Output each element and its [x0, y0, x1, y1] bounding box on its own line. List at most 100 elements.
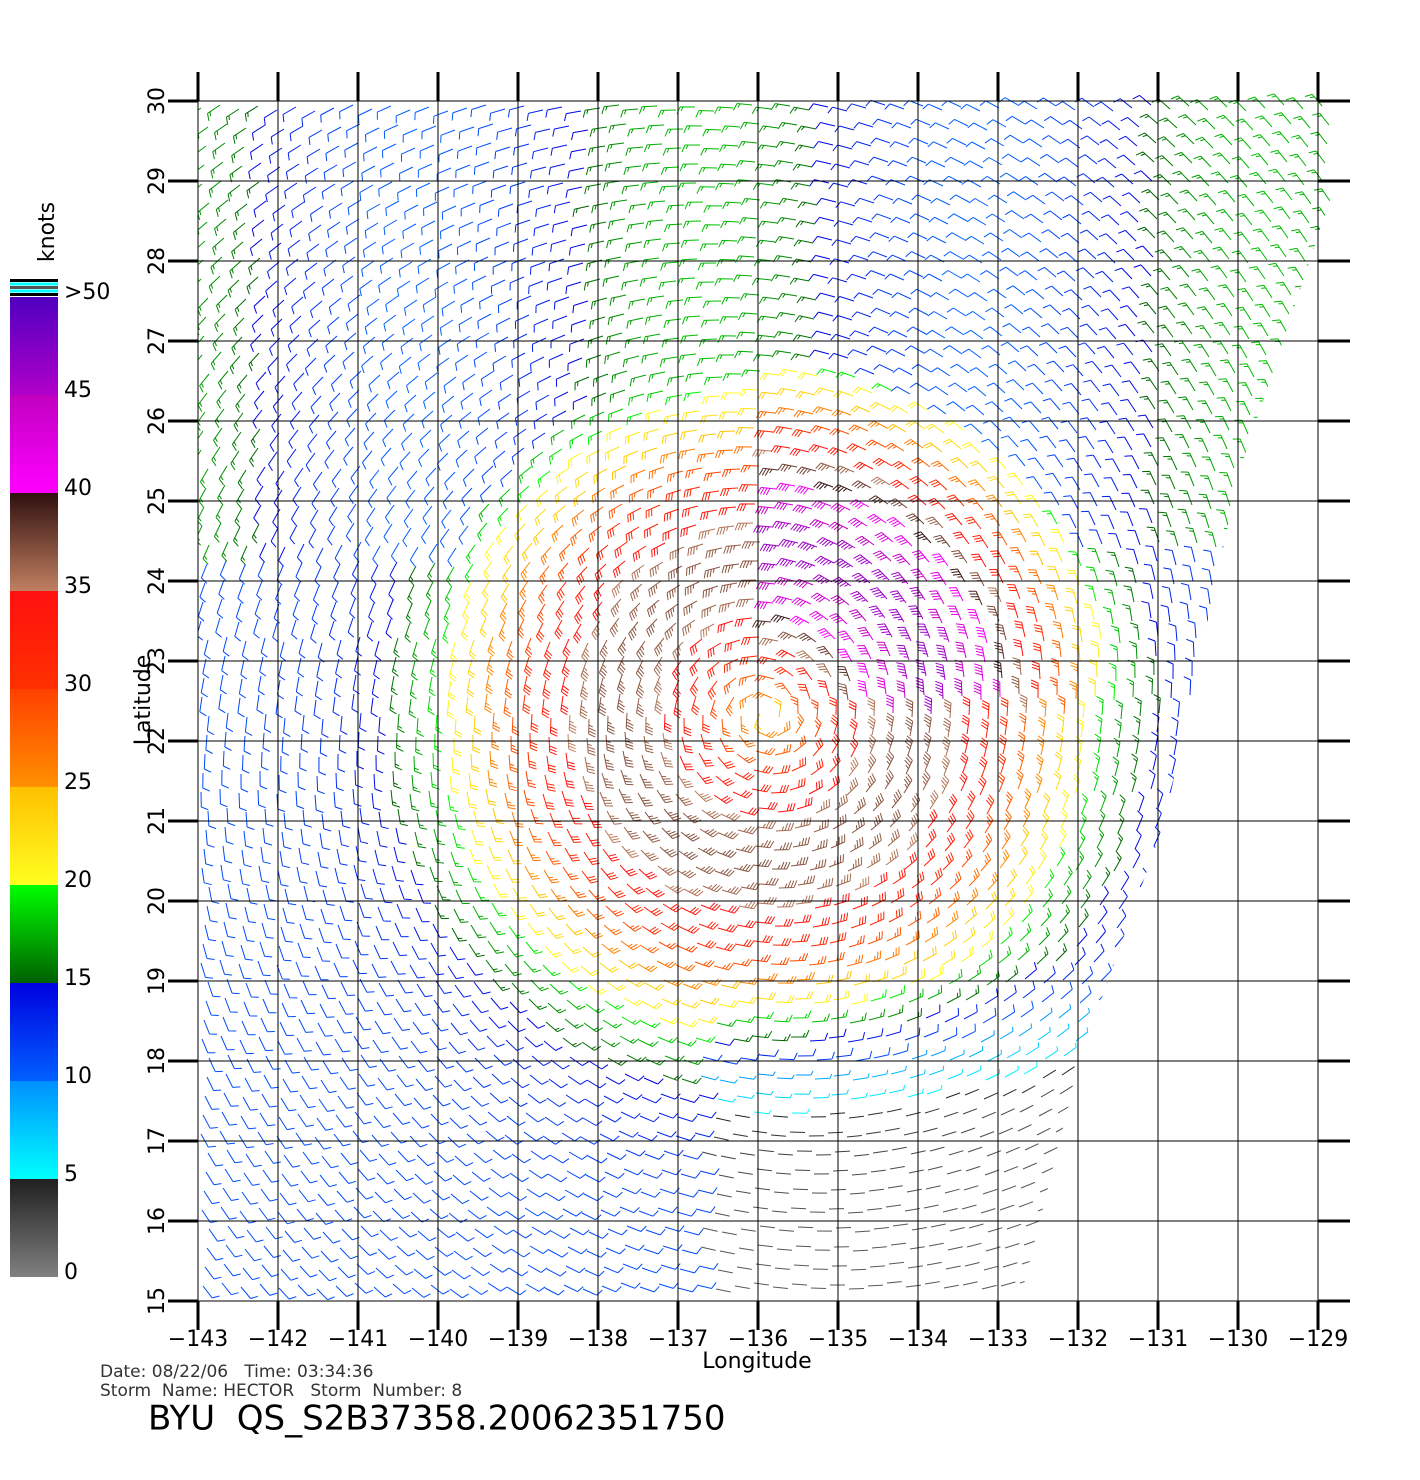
wind-barb [621, 845, 640, 859]
wind-barb [942, 736, 951, 757]
wind-barb [1154, 343, 1172, 357]
wind-barb [536, 603, 546, 624]
wind-barb [886, 254, 907, 262]
wind-barb [1112, 756, 1120, 777]
wind-barb [904, 735, 914, 756]
wind-barb [244, 1077, 260, 1092]
wind-barb [1063, 289, 1083, 301]
wind-barb [587, 984, 607, 995]
wind-barb [451, 107, 468, 121]
wind-barb [1083, 379, 1101, 393]
wind-barb [200, 563, 208, 584]
wind-barb [383, 124, 399, 139]
wind-barb [1114, 718, 1122, 739]
wind-barb [1214, 415, 1230, 431]
wind-barb [644, 811, 662, 825]
wind-barb [907, 1265, 923, 1269]
wind-barb [402, 128, 418, 143]
wind-barb [771, 1210, 787, 1213]
wind-barb [1316, 451, 1330, 468]
wind-barb [1300, 773, 1308, 794]
wind-barb [1062, 1143, 1077, 1152]
wind-barb [1219, 472, 1233, 488]
wind-barb [242, 754, 250, 774]
wind-barb [885, 848, 899, 866]
wind-barb [791, 429, 812, 438]
wind-barb [960, 273, 981, 283]
wind-barb [1188, 942, 1199, 962]
wind-barb [225, 1073, 241, 1088]
wind-barb [434, 186, 450, 201]
wind-barb [1061, 885, 1072, 905]
wind-barb [550, 239, 567, 252]
wind-barb [999, 849, 1010, 869]
wind-barb [543, 660, 552, 681]
wind-barb [924, 1108, 940, 1114]
wind-barb [488, 1016, 507, 1029]
wind-barb [985, 307, 1005, 318]
wind-barb [399, 451, 411, 471]
wind-barb [592, 601, 603, 621]
wind-barb [812, 406, 833, 414]
wind-barb [682, 220, 702, 229]
wind-barb [1302, 944, 1312, 965]
wind-barb [516, 295, 532, 310]
wind-barb [1266, 924, 1276, 945]
wind-barb [297, 657, 305, 678]
wind-barb [701, 978, 722, 986]
wind-barb [1183, 676, 1192, 696]
wind-barb [1092, 771, 1099, 792]
wind-barb [421, 125, 437, 140]
wind-barb [889, 311, 910, 319]
wind-barb [1132, 1024, 1145, 1040]
wind-barb [772, 1115, 789, 1118]
wind-barb [945, 1092, 961, 1099]
wind-barb [397, 979, 414, 994]
y-tick-label: 17 [145, 1127, 170, 1155]
wind-barb [737, 141, 758, 149]
wind-barb [365, 412, 377, 431]
wind-barb [908, 605, 924, 620]
wind-barb [395, 827, 407, 845]
wind-barb [673, 698, 682, 719]
wind-barb [492, 1149, 512, 1160]
wind-barb [556, 581, 567, 601]
wind-barb [1119, 794, 1126, 815]
wind-barb [628, 488, 644, 503]
wind-barb [198, 221, 208, 240]
wind-barb [756, 1168, 772, 1172]
wind-barb [1192, 1083, 1205, 1095]
wind-barb [296, 543, 305, 564]
wind-barb [265, 1226, 283, 1240]
wind-barb [1051, 639, 1062, 658]
wind-barb [535, 622, 545, 643]
wind-barb [1210, 831, 1218, 852]
wind-barb [473, 1152, 493, 1164]
wind-barb [208, 886, 220, 904]
wind-barb [694, 1130, 715, 1138]
wind-barb [1193, 1160, 1207, 1171]
wind-barb [1116, 436, 1133, 451]
wind-barb [512, 1229, 533, 1239]
wind-barb [469, 1190, 489, 1201]
wind-barb [1005, 965, 1019, 983]
wind-barb [814, 1073, 833, 1080]
wind-barb [470, 1266, 491, 1277]
wind-barb [1042, 398, 1061, 411]
wind-barb [340, 715, 348, 735]
wind-barb [1258, 360, 1274, 375]
wind-barb [966, 1065, 982, 1077]
wind-barb [740, 293, 760, 301]
wind-barb [291, 391, 303, 411]
wind-barb [413, 1097, 432, 1110]
wind-barb [1118, 889, 1128, 910]
wind-barb [421, 315, 435, 332]
wind-barb [1021, 903, 1033, 923]
wind-barb [1127, 529, 1141, 546]
wind-barb [436, 357, 450, 375]
wind-barb [296, 1208, 314, 1222]
wind-barb [479, 294, 494, 310]
wind-barb [847, 856, 863, 872]
wind-barb [663, 1149, 684, 1157]
wind-barb [672, 679, 681, 700]
